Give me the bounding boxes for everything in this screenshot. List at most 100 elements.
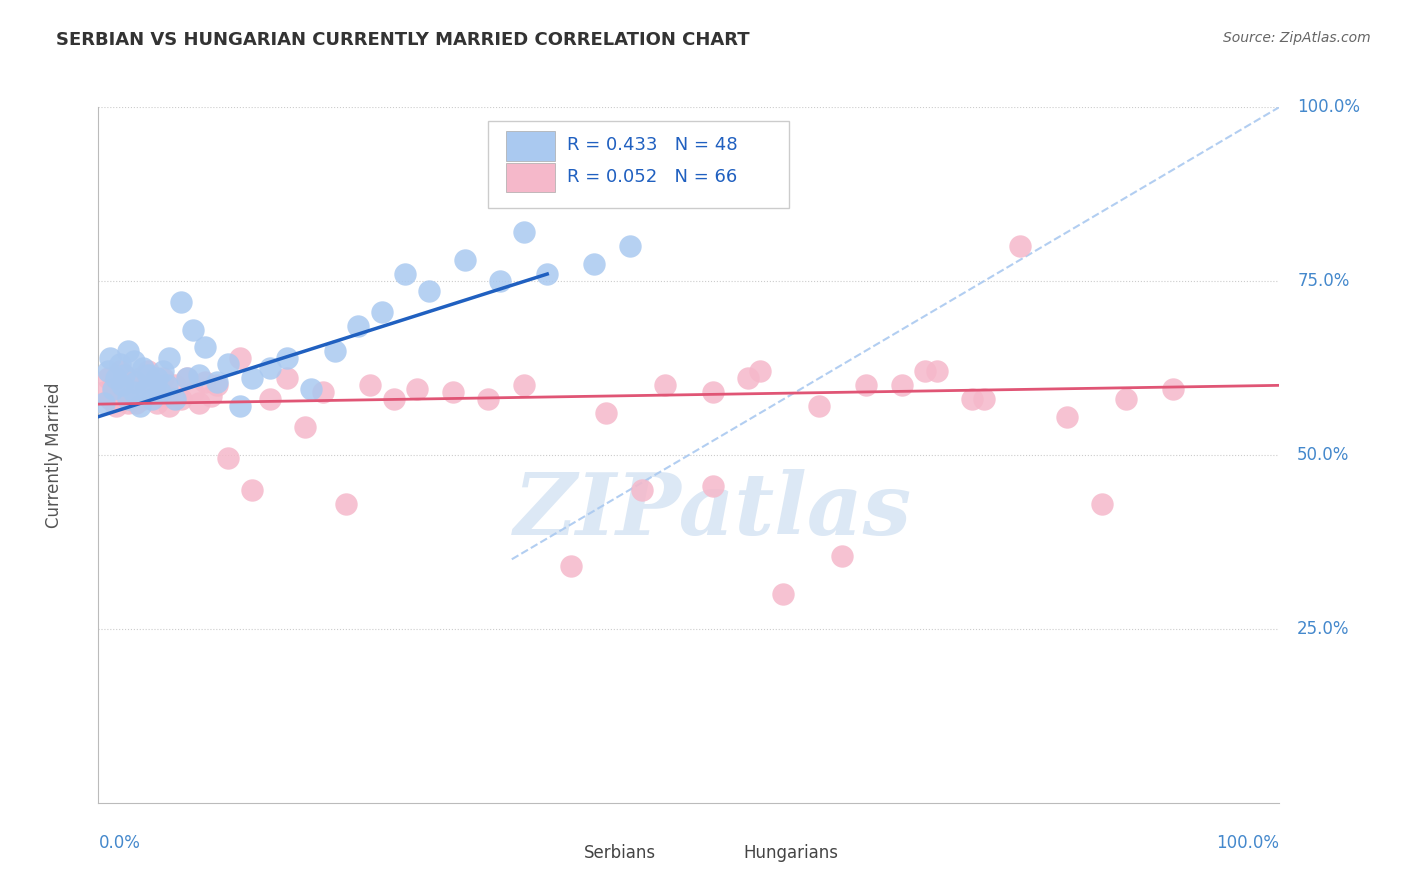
Point: [702, 479, 724, 493]
Point: [536, 267, 558, 281]
Point: [1161, 382, 1184, 396]
Point: [489, 274, 512, 288]
Point: [108, 364, 131, 378]
Point: [1091, 497, 1114, 511]
Point: [890, 378, 912, 392]
Point: [141, 392, 163, 407]
Point: [772, 587, 794, 601]
Point: [229, 351, 252, 365]
Point: [149, 385, 172, 400]
Text: Source: ZipAtlas.com: Source: ZipAtlas.com: [1223, 31, 1371, 45]
Point: [512, 378, 534, 392]
Point: [156, 389, 179, 403]
Text: R = 0.433   N = 48: R = 0.433 N = 48: [567, 136, 738, 154]
Point: [165, 392, 187, 407]
Point: [128, 371, 150, 385]
Point: [406, 382, 429, 396]
Point: [240, 483, 263, 497]
Point: [132, 360, 155, 375]
Text: 0.0%: 0.0%: [98, 834, 141, 852]
Point: [128, 399, 150, 413]
Point: [93, 385, 115, 400]
Point: [136, 368, 159, 382]
Text: ZIPatlas: ZIPatlas: [513, 469, 911, 552]
Point: [294, 420, 316, 434]
Point: [560, 559, 582, 574]
Point: [98, 351, 121, 365]
FancyBboxPatch shape: [506, 162, 555, 192]
Point: [101, 378, 124, 392]
Point: [143, 375, 166, 389]
Point: [97, 371, 120, 385]
Point: [97, 364, 120, 378]
Point: [194, 375, 217, 389]
Point: [702, 385, 724, 400]
Point: [205, 375, 228, 389]
Point: [117, 396, 139, 410]
Point: [141, 385, 163, 400]
Point: [229, 399, 252, 413]
Point: [418, 285, 440, 299]
Point: [170, 392, 193, 407]
Point: [117, 392, 139, 407]
Point: [122, 385, 145, 400]
FancyBboxPatch shape: [506, 131, 555, 161]
Point: [165, 378, 187, 392]
Point: [101, 382, 124, 396]
Point: [654, 378, 676, 392]
Point: [111, 378, 134, 392]
Point: [152, 364, 174, 378]
Text: SERBIAN VS HUNGARIAN CURRENTLY MARRIED CORRELATION CHART: SERBIAN VS HUNGARIAN CURRENTLY MARRIED C…: [56, 31, 749, 49]
Point: [187, 368, 209, 382]
Point: [371, 305, 394, 319]
Point: [217, 358, 239, 372]
Point: [595, 406, 617, 420]
Point: [630, 483, 652, 497]
Point: [807, 399, 830, 413]
Point: [108, 358, 131, 372]
Point: [157, 399, 180, 413]
Point: [512, 225, 534, 239]
Point: [105, 371, 128, 385]
FancyBboxPatch shape: [538, 840, 575, 865]
Point: [737, 371, 759, 385]
Point: [583, 256, 606, 270]
Point: [312, 385, 335, 400]
Point: [1056, 409, 1078, 424]
Point: [619, 239, 641, 253]
Point: [200, 389, 222, 403]
Text: 75.0%: 75.0%: [1298, 272, 1350, 290]
Point: [240, 371, 263, 385]
Point: [122, 385, 145, 400]
Point: [323, 343, 346, 358]
Point: [748, 364, 770, 378]
Point: [453, 253, 475, 268]
Point: [831, 549, 853, 563]
Point: [125, 375, 148, 389]
Point: [132, 392, 155, 407]
Point: [136, 364, 159, 378]
Point: [1115, 392, 1137, 407]
Point: [146, 371, 169, 385]
Text: 25.0%: 25.0%: [1298, 620, 1350, 638]
FancyBboxPatch shape: [488, 121, 789, 208]
Point: [259, 360, 281, 375]
Point: [394, 267, 416, 281]
Point: [441, 385, 464, 400]
Point: [146, 396, 169, 410]
Point: [112, 368, 135, 382]
Point: [477, 392, 499, 407]
Point: [135, 378, 157, 392]
Point: [176, 371, 198, 385]
Point: [914, 364, 936, 378]
Text: 50.0%: 50.0%: [1298, 446, 1350, 464]
Point: [299, 382, 322, 396]
Point: [217, 451, 239, 466]
Point: [122, 354, 145, 368]
Text: Currently Married: Currently Married: [45, 382, 62, 528]
Point: [157, 351, 180, 365]
Point: [347, 319, 370, 334]
Point: [382, 392, 405, 407]
Point: [93, 396, 115, 410]
Point: [359, 378, 381, 392]
